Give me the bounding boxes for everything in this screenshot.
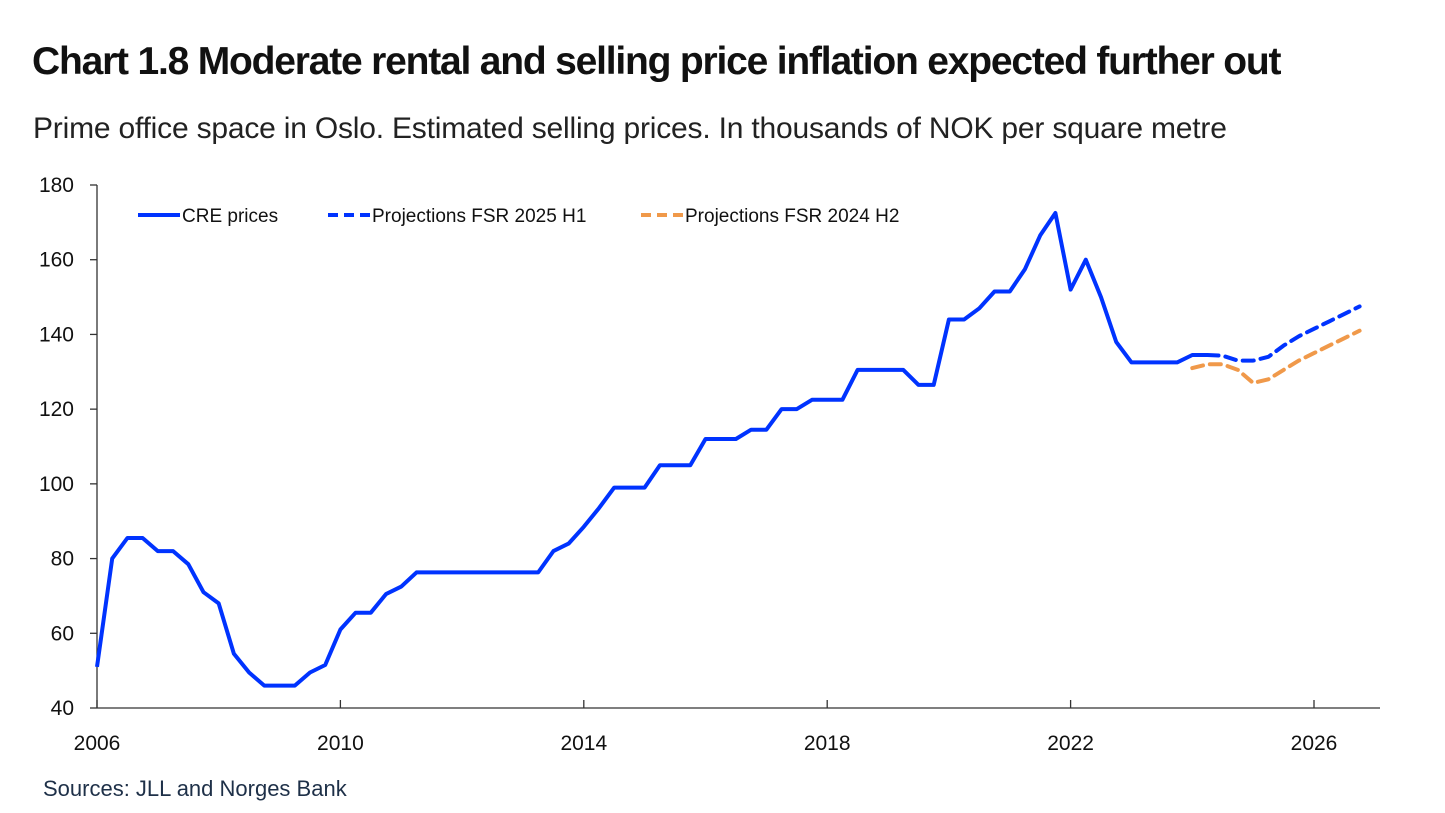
x-tick-label: 2014 (560, 732, 607, 755)
y-tick-label: 40 (51, 697, 74, 720)
legend-label: CRE prices (182, 206, 278, 227)
y-tick-label: 160 (39, 249, 74, 272)
x-tick-label: 2018 (804, 732, 851, 755)
chart-subtitle: Prime office space in Oslo. Estimated se… (33, 112, 1227, 145)
x-tick-label: 2010 (317, 732, 364, 755)
y-tick-label: 60 (51, 622, 74, 645)
series-line-cre-prices (95, 211, 1208, 688)
chart-source: Sources: JLL and Norges Bank (43, 776, 347, 801)
x-tick-label: 2026 (1291, 732, 1338, 755)
x-tick-label: 2006 (74, 732, 121, 755)
y-tick-label: 100 (39, 473, 74, 496)
y-tick-label: 140 (39, 323, 74, 346)
legend-label: Projections FSR 2025 H1 (372, 206, 586, 227)
y-tick-label: 80 (51, 548, 74, 571)
series-line-projections-fsr-2025-h1 (1205, 304, 1362, 363)
y-tick-label: 180 (39, 174, 74, 197)
chart-title: Chart 1.8 Moderate rental and selling pr… (32, 40, 1281, 83)
legend-label: Projections FSR 2024 H2 (685, 206, 899, 227)
y-tick-label: 120 (39, 398, 74, 421)
x-tick-label: 2022 (1047, 732, 1094, 755)
series-line-projections-fsr-2024-h2 (1190, 328, 1362, 385)
